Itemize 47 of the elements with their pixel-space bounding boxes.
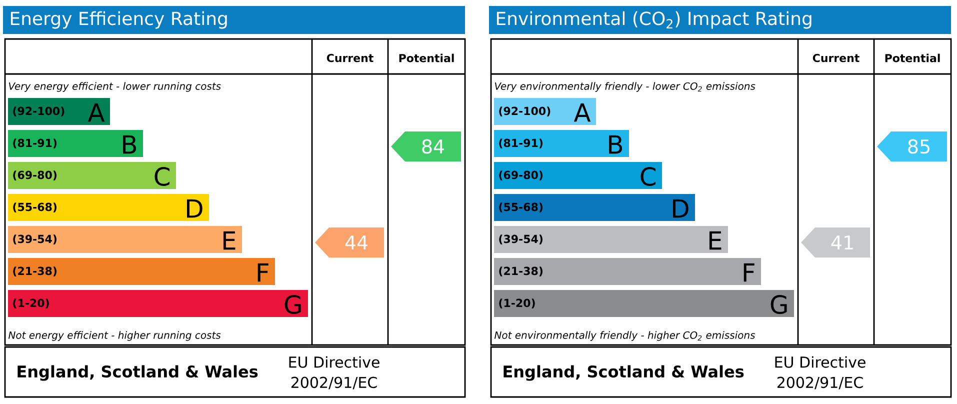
category-label: (39-54) — [499, 234, 542, 244]
category-label: (81-91) — [499, 138, 542, 148]
text: Very energy efficient - lower running costs — [8, 82, 221, 92]
category-label: F — [744, 263, 754, 282]
text: EU Directive — [775, 356, 866, 368]
category-label: (55-68) — [499, 202, 542, 212]
category-label: (92-100) — [499, 106, 550, 116]
data-label: 85 — [908, 139, 930, 154]
category-label: G — [284, 295, 301, 314]
category-label: (21-38) — [13, 266, 56, 276]
text: Environmental (CO$_{2}$) Impact Rating — [496, 11, 812, 29]
text: England, Scotland & Wales — [504, 365, 744, 381]
category-label: (69-80) — [499, 170, 542, 180]
category-label: C — [154, 167, 170, 186]
text: EU Directive — [289, 356, 380, 368]
data-label: 84 — [422, 139, 444, 154]
category-label: (1-20) — [13, 298, 49, 308]
category-label: D — [673, 199, 688, 218]
text: 2002/91/EC — [777, 376, 863, 390]
category-label: A — [88, 103, 105, 122]
category-label: (39-54) — [13, 234, 56, 244]
text: Not environmentally friendly - higher CO$_{2}$ emissions — [494, 331, 756, 341]
category-label: (21-38) — [499, 266, 542, 276]
category-label: (69-80) — [13, 170, 56, 180]
category-label: D — [187, 199, 202, 218]
text: Current — [812, 54, 860, 62]
text: Not energy efficient - higher running costs — [8, 331, 221, 341]
category-label: E — [223, 231, 236, 250]
category-label: (92-100) — [13, 106, 64, 116]
text: Energy Efficiency Rating — [10, 11, 227, 29]
category-label: E — [709, 231, 722, 250]
text: Current — [326, 54, 374, 62]
category-label: (1-20) — [499, 298, 535, 308]
category-label: (55-68) — [13, 202, 56, 212]
text: Potential — [399, 54, 454, 62]
category-label: A — [574, 103, 591, 122]
category-label: G — [770, 295, 787, 314]
category-label: F — [258, 263, 268, 282]
category-label: C — [640, 167, 656, 186]
category-label: (81-91) — [13, 138, 56, 148]
text: 2002/91/EC — [291, 376, 377, 390]
data-label: 44 — [345, 236, 368, 250]
text: Potential — [885, 54, 940, 62]
category-label: B — [609, 135, 622, 154]
category-label: B — [123, 135, 136, 154]
text: England, Scotland & Wales — [18, 365, 258, 381]
text: Very environmentally friendly - lower CO$_{2}$ emissions — [494, 82, 756, 92]
